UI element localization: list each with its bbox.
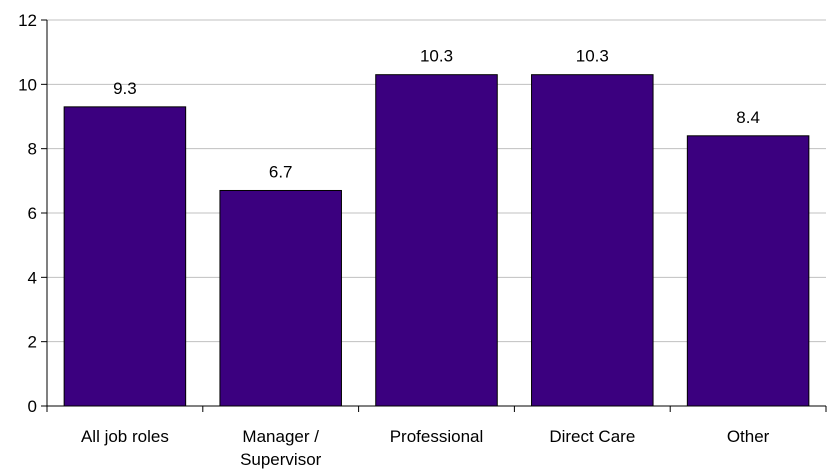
labels: 0 2 4 6 8 10 12 9.3 All job roles 6.7 Manager / Sup…	[18, 11, 770, 469]
x-category-label-line: Manager /	[242, 427, 319, 446]
x-category-label-line: Professional	[390, 427, 484, 446]
bar	[686, 135, 810, 407]
x-category-label: Professional	[390, 427, 484, 446]
data-label: 10.3	[420, 47, 453, 66]
x-category-label-line: Direct Care	[549, 427, 635, 446]
bar	[63, 106, 187, 407]
x-category-label-line: Other	[727, 427, 770, 446]
bar	[219, 189, 342, 407]
data-label: 8.4	[736, 108, 760, 127]
data-label: 9.3	[113, 79, 137, 98]
y-tick-label: 8	[28, 140, 37, 159]
x-category-label-line: Supervisor	[240, 450, 322, 469]
x-category-label-line: All job roles	[81, 427, 169, 446]
x-category-label: All job roles	[81, 427, 169, 446]
y-tick-label: 2	[28, 333, 37, 352]
y-tick-label: 0	[28, 397, 37, 416]
x-category-label: Manager / Supervisor	[240, 427, 322, 469]
bar	[531, 74, 654, 407]
y-tick-label: 12	[18, 11, 37, 30]
bar	[375, 74, 498, 407]
axes	[41, 19, 827, 412]
x-category-label: Other	[727, 427, 770, 446]
x-category-label: Direct Care	[549, 427, 635, 446]
data-label: 6.7	[269, 162, 293, 181]
y-tick-label: 6	[28, 204, 37, 223]
data-label: 10.3	[576, 47, 609, 66]
y-tick-label: 10	[18, 75, 37, 94]
y-tick-label: 4	[28, 268, 37, 287]
bars	[63, 74, 810, 407]
